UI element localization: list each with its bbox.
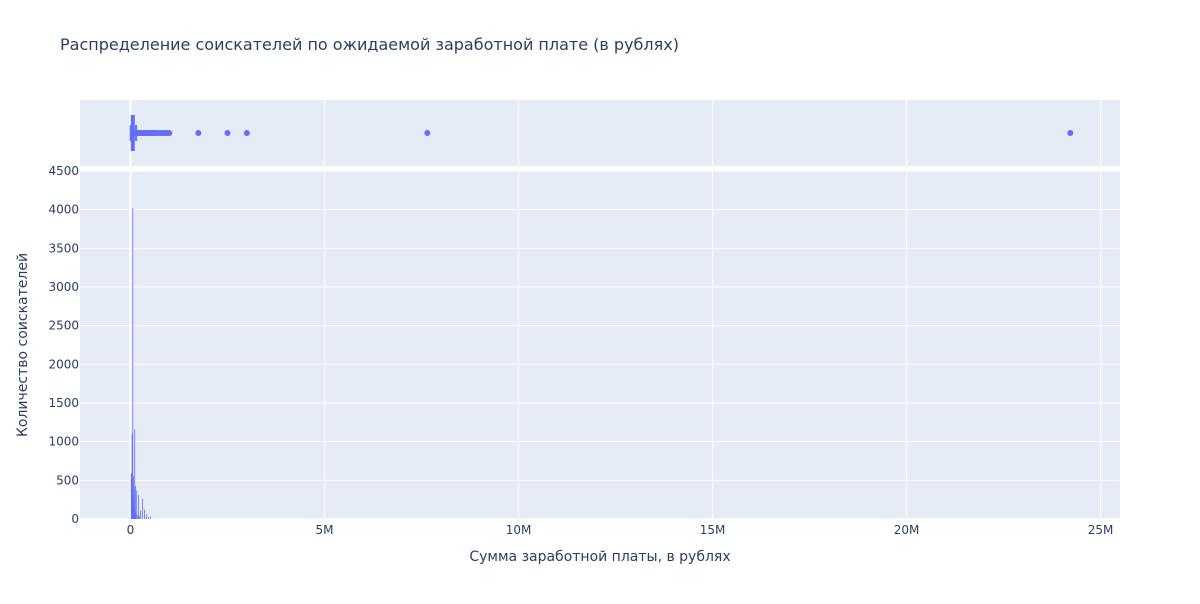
y-axis-title: Количество соискателей (15, 253, 31, 437)
histogram-bar (137, 515, 138, 519)
x-tick-label: 25M (1088, 523, 1114, 537)
y-tick-label: 500 (56, 473, 79, 487)
x-axis-ticks: 0 5M 10M 15M 20M 25M (127, 523, 1114, 537)
box-outlier-point (224, 130, 231, 136)
y-tick-label: 1500 (48, 396, 79, 410)
box-outlier-point (166, 130, 173, 136)
y-tick-label: 1000 (48, 435, 79, 449)
box-outlier-point (1067, 130, 1074, 136)
histogram-bar (133, 489, 135, 519)
histogram-bar (135, 485, 136, 519)
y-tick-label: 2000 (48, 357, 79, 371)
histogram-bar (140, 510, 141, 519)
box-panel-background (80, 100, 1120, 166)
x-tick-label: 15M (700, 523, 726, 537)
y-tick-label: 0 (71, 512, 79, 526)
histogram-bar (145, 514, 147, 519)
histogram-bar (131, 433, 133, 519)
y-tick-label: 3000 (48, 280, 79, 294)
y-tick-label: 4000 (48, 203, 79, 217)
x-axis-title: Сумма заработной платы, в рублях (469, 549, 730, 565)
box-outlier-point (424, 130, 431, 136)
box-panel-grid (129, 100, 1102, 166)
histogram-bar (147, 517, 149, 519)
y-tick-label: 2500 (48, 319, 79, 333)
x-tick-label: 20M (894, 523, 920, 537)
box-plot (129, 115, 1074, 151)
histogram-bar (134, 429, 136, 519)
histogram-bar (132, 208, 134, 519)
histogram-bar (138, 495, 140, 519)
histogram-bars (130, 208, 151, 519)
y-tick-label: 4500 (48, 164, 79, 178)
x-tick-label: 5M (315, 523, 333, 537)
histogram-panel-background (80, 171, 1120, 519)
y-tick-label: 3500 (48, 241, 79, 255)
box-outlier-point (243, 130, 250, 136)
x-tick-label: 10M (506, 523, 532, 537)
histogram-bar (138, 515, 140, 519)
histogram-grid (80, 170, 1120, 520)
box-outlier-point (195, 130, 202, 136)
x-tick-label: 0 (127, 523, 135, 537)
histogram-bar (136, 490, 138, 519)
chart-title: Распределение соискателей по ожидаемой з… (60, 35, 679, 54)
histogram-bar (142, 498, 143, 519)
histogram-bar (149, 516, 151, 519)
y-axis-ticks: 0 500 1000 1500 2000 2500 3000 3500 4000 4500 (48, 164, 79, 526)
histogram-bar (144, 509, 145, 519)
histogram-bar (135, 514, 137, 519)
